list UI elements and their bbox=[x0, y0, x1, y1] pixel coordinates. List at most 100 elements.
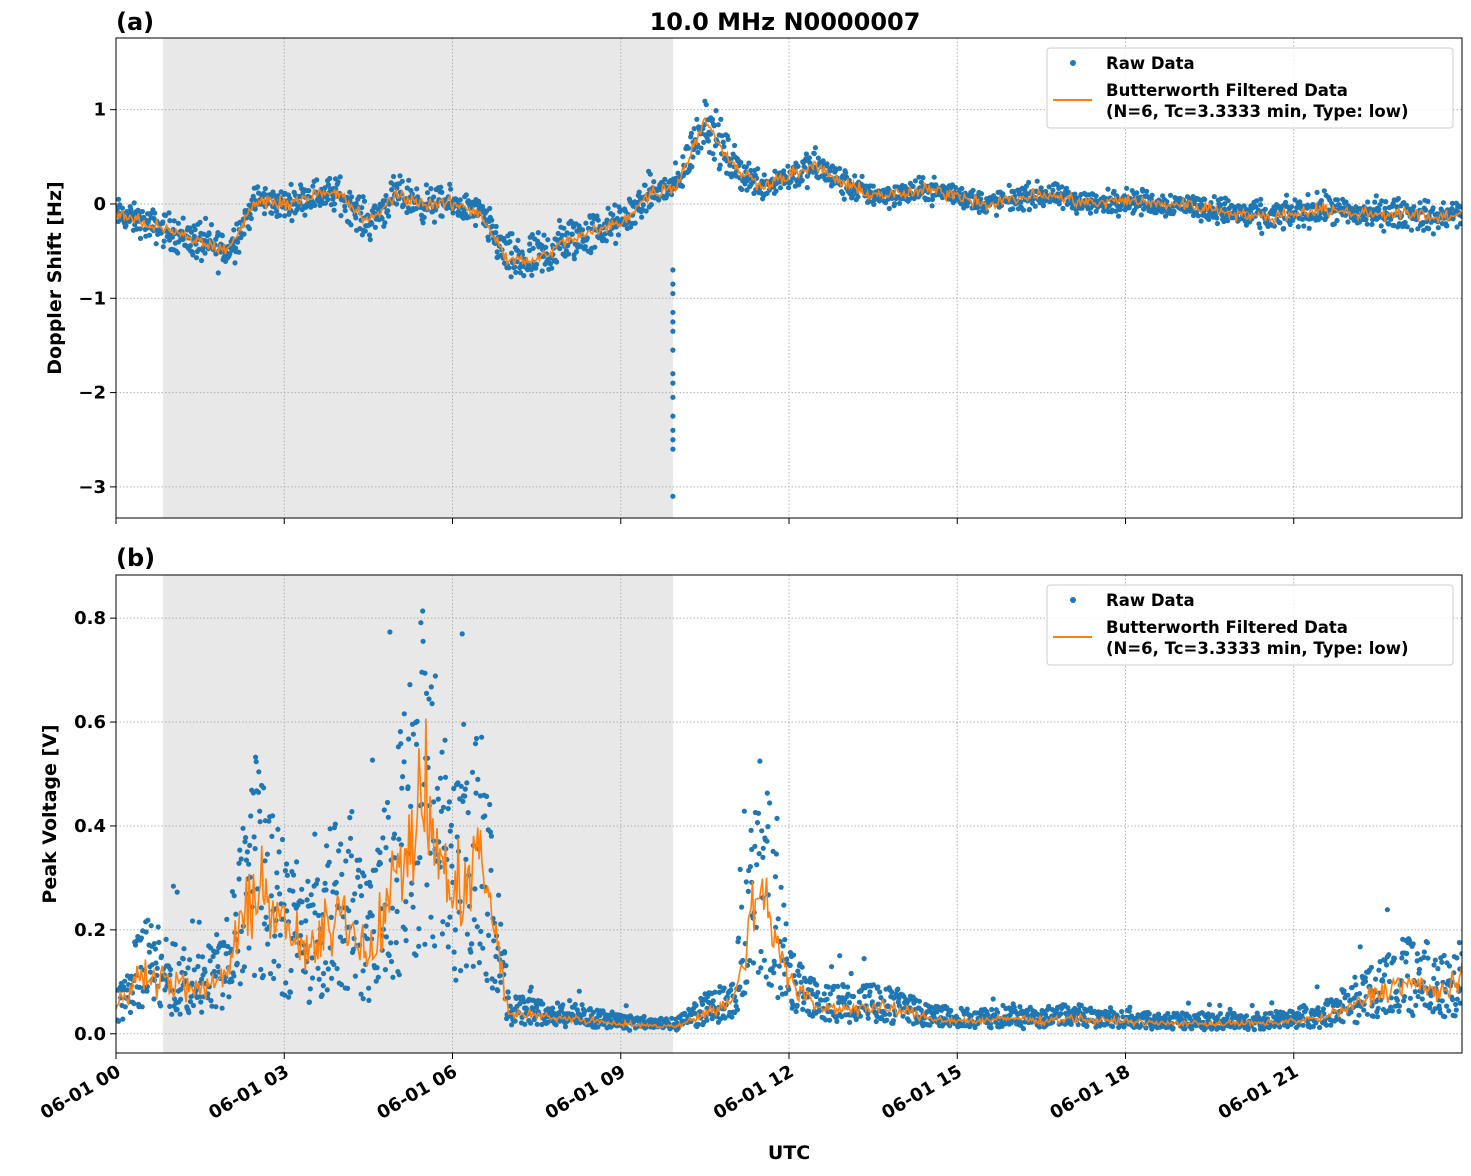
raw-data-point bbox=[1111, 188, 1117, 194]
x-tick-label: 06-01 00 bbox=[37, 1061, 124, 1124]
raw-data-point bbox=[873, 1018, 879, 1025]
raw-data-point bbox=[1446, 963, 1452, 969]
raw-data-point bbox=[573, 249, 580, 255]
raw-data-point bbox=[540, 1001, 546, 1007]
raw-data-point bbox=[388, 958, 395, 965]
raw-data-point bbox=[206, 231, 212, 237]
raw-data-point bbox=[438, 808, 444, 814]
raw-data-point bbox=[1454, 955, 1460, 961]
raw-data-point bbox=[1087, 210, 1094, 216]
raw-data-point bbox=[777, 985, 784, 991]
raw-data-point bbox=[837, 953, 843, 959]
raw-data-point bbox=[339, 871, 345, 878]
raw-data-point bbox=[135, 207, 141, 213]
raw-data-point bbox=[1315, 1005, 1321, 1011]
raw-data-point bbox=[257, 808, 263, 814]
raw-data-point bbox=[795, 968, 801, 974]
raw-data-point bbox=[251, 972, 258, 979]
raw-data-point bbox=[306, 188, 312, 194]
raw-data-point bbox=[764, 790, 770, 796]
raw-data-point bbox=[799, 177, 805, 183]
raw-data-point bbox=[247, 842, 253, 849]
raw-data-point bbox=[790, 952, 797, 958]
raw-data-point bbox=[1459, 213, 1462, 219]
raw-data-point bbox=[252, 846, 258, 852]
raw-data-point bbox=[610, 212, 616, 218]
raw-data-point bbox=[1430, 231, 1436, 237]
raw-data-point bbox=[755, 166, 761, 172]
raw-data-point bbox=[870, 183, 876, 189]
raw-data-point bbox=[559, 232, 565, 238]
raw-data-point bbox=[840, 190, 846, 197]
raw-data-point bbox=[1427, 1005, 1433, 1011]
raw-data-point bbox=[358, 893, 365, 899]
raw-data-point bbox=[1277, 220, 1283, 226]
raw-data-point bbox=[314, 177, 320, 183]
raw-data-point bbox=[818, 997, 824, 1003]
raw-data-point bbox=[191, 967, 197, 973]
raw-data-point bbox=[442, 737, 448, 743]
raw-data-point bbox=[1202, 196, 1208, 203]
raw-data-point bbox=[361, 198, 368, 204]
raw-data-point bbox=[775, 916, 781, 922]
raw-data-point bbox=[322, 200, 329, 206]
raw-data-point bbox=[550, 1005, 556, 1011]
raw-data-point bbox=[521, 999, 527, 1005]
raw-data-point bbox=[327, 175, 333, 182]
raw-data-point bbox=[174, 1006, 180, 1013]
raw-data-point bbox=[326, 859, 332, 865]
raw-data-point bbox=[1303, 1006, 1309, 1012]
raw-data-point bbox=[302, 212, 308, 218]
raw-data-point bbox=[253, 754, 259, 760]
raw-data-point bbox=[737, 984, 743, 990]
raw-data-point bbox=[387, 629, 393, 635]
raw-data-point bbox=[431, 194, 437, 200]
raw-data-point bbox=[448, 822, 454, 829]
raw-data-point bbox=[291, 872, 297, 878]
raw-data-point bbox=[1435, 225, 1441, 231]
raw-data-point bbox=[241, 231, 247, 237]
raw-data-point bbox=[480, 945, 486, 951]
raw-data-point bbox=[432, 943, 438, 949]
raw-data-point bbox=[476, 960, 482, 966]
raw-data-point bbox=[739, 186, 745, 193]
raw-data-point bbox=[1050, 1019, 1056, 1025]
raw-data-outlier bbox=[670, 328, 676, 334]
raw-data-point bbox=[664, 191, 670, 197]
raw-data-point bbox=[1259, 230, 1265, 236]
raw-data-point bbox=[367, 237, 373, 243]
raw-data-point bbox=[153, 960, 159, 966]
raw-data-point bbox=[765, 824, 771, 830]
raw-data-point bbox=[1393, 204, 1400, 210]
raw-data-point bbox=[166, 210, 172, 216]
raw-data-point bbox=[352, 891, 358, 897]
raw-data-point bbox=[647, 171, 653, 177]
raw-data-point bbox=[821, 991, 827, 997]
panel-a-label: (a) bbox=[116, 8, 154, 36]
raw-data-point bbox=[214, 932, 220, 938]
raw-data-point bbox=[122, 978, 128, 984]
raw-data-point bbox=[1277, 1024, 1283, 1030]
raw-data-point bbox=[584, 235, 590, 241]
raw-data-point bbox=[897, 200, 903, 206]
raw-data-point bbox=[1231, 1010, 1237, 1017]
raw-data-point bbox=[349, 194, 355, 200]
raw-data-point bbox=[276, 849, 282, 855]
raw-data-point bbox=[347, 835, 354, 841]
raw-data-point bbox=[865, 1011, 871, 1017]
raw-data-point bbox=[1356, 1012, 1362, 1018]
raw-data-point bbox=[139, 208, 145, 215]
raw-data-point bbox=[403, 938, 409, 944]
raw-data-point bbox=[1381, 972, 1388, 978]
raw-data-point bbox=[1416, 970, 1422, 976]
raw-data-point bbox=[815, 155, 822, 161]
raw-data-point bbox=[680, 154, 686, 160]
raw-data-point bbox=[268, 893, 274, 899]
raw-data-point bbox=[846, 1000, 853, 1006]
raw-data-point bbox=[269, 833, 275, 840]
raw-data-point bbox=[364, 936, 370, 942]
raw-data-point bbox=[1352, 974, 1358, 980]
raw-data-point bbox=[234, 960, 240, 967]
raw-data-point bbox=[406, 177, 412, 183]
raw-data-point bbox=[290, 888, 296, 894]
